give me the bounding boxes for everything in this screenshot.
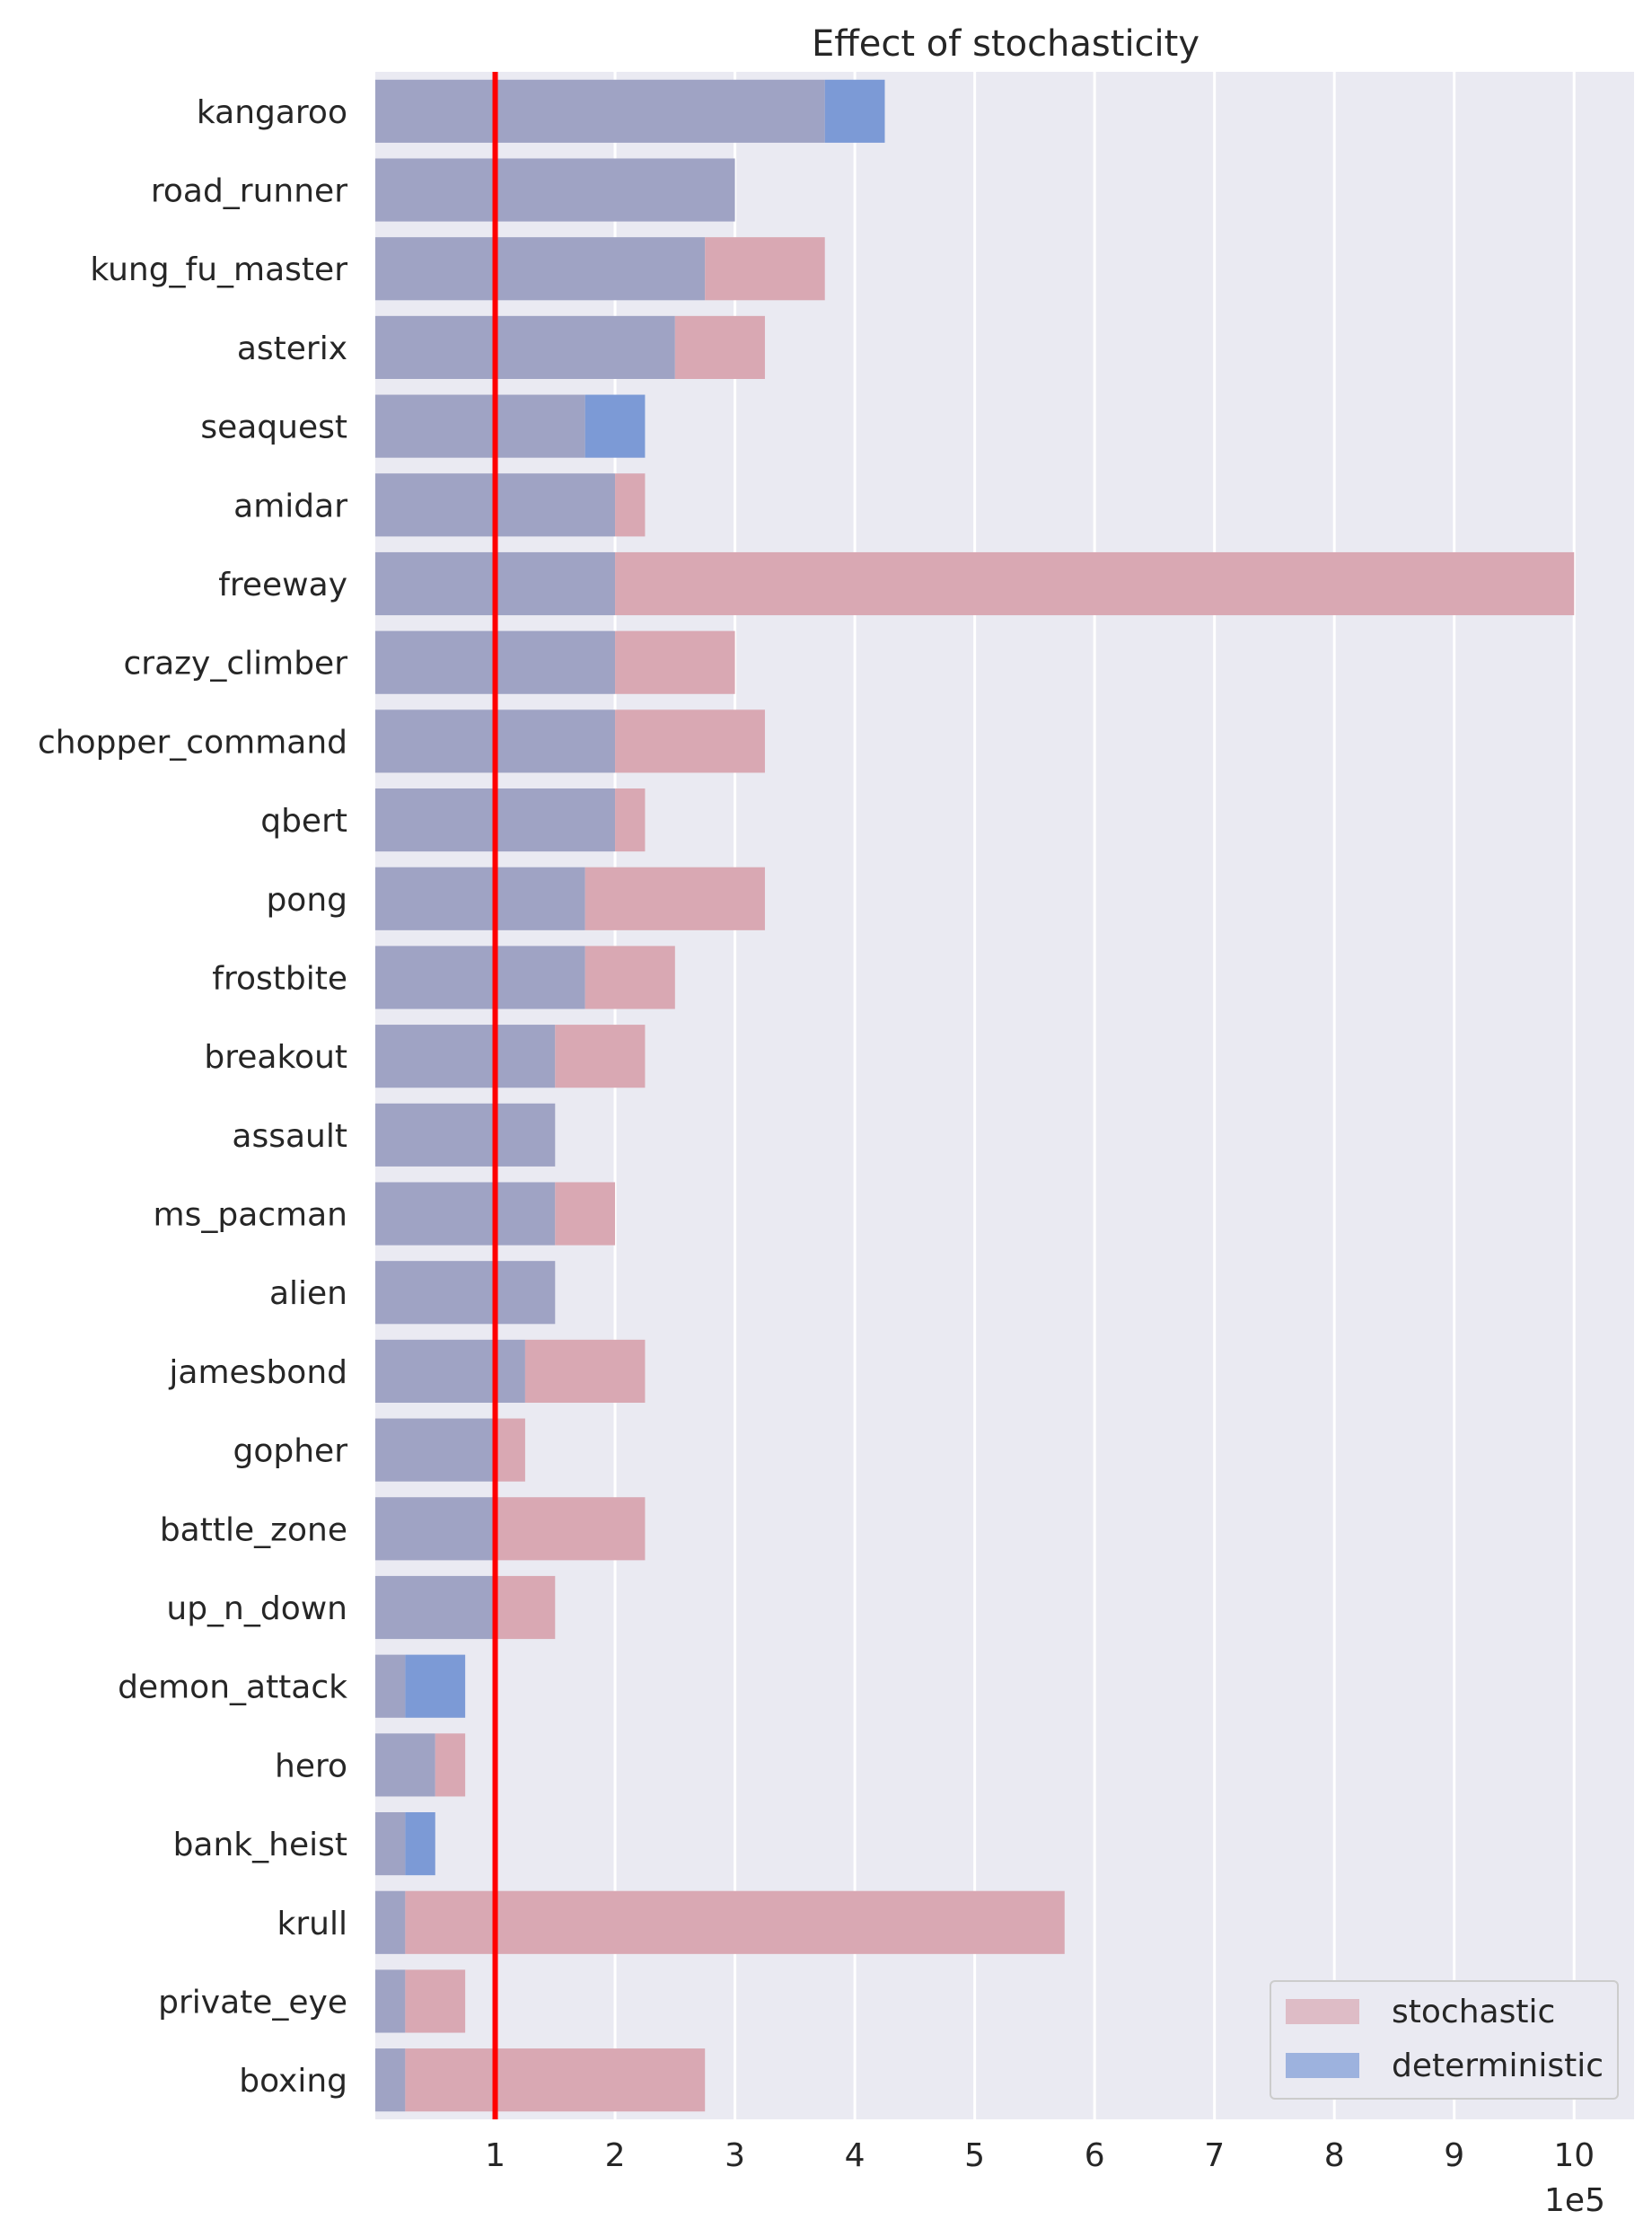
bar-overlap-krull bbox=[375, 1890, 406, 1954]
y-tick-label-breakout: breakout bbox=[204, 1039, 347, 1076]
bar-deterministic-seaquest bbox=[584, 394, 646, 458]
bar-stochastic-frostbite bbox=[584, 946, 675, 1009]
bar-stochastic-kung_fu_master bbox=[705, 237, 825, 301]
y-tick-label-krull: krull bbox=[277, 1906, 347, 1942]
y-tick-label-freeway: freeway bbox=[218, 567, 347, 603]
bar-overlap-ms_pacman bbox=[375, 1182, 556, 1246]
bar-stochastic-private_eye bbox=[405, 1969, 466, 2033]
bar-stochastic-qbert bbox=[615, 788, 646, 852]
bar-stochastic-boxing bbox=[405, 2048, 706, 2112]
bar-stochastic-pong bbox=[584, 867, 765, 930]
y-tick-label-gopher: gopher bbox=[233, 1433, 348, 1470]
bar-overlap-bank_heist bbox=[375, 1812, 406, 1876]
bar-overlap-battle_zone bbox=[375, 1497, 496, 1561]
bar-overlap-seaquest bbox=[375, 394, 585, 458]
x-tick-label-7: 7 bbox=[1204, 2137, 1225, 2174]
x-tick-label-9: 9 bbox=[1444, 2137, 1464, 2174]
legend-swatch-deterministic bbox=[1286, 2053, 1359, 2078]
bar-overlap-gopher bbox=[375, 1418, 496, 1482]
y-tick-label-private_eye: private_eye bbox=[158, 1984, 347, 2021]
x-tick-labels: 1 2 3 4 5 6 7 8 9 10 bbox=[485, 2137, 1595, 2174]
y-tick-label-qbert: qbert bbox=[260, 803, 347, 840]
legend-label-stochastic: stochastic bbox=[1392, 1994, 1555, 2030]
y-tick-label-alien: alien bbox=[269, 1275, 347, 1312]
y-tick-label-jamesbond: jamesbond bbox=[168, 1354, 347, 1391]
y-tick-label-battle_zone: battle_zone bbox=[160, 1511, 347, 1548]
x-tick-label-1: 1 bbox=[485, 2137, 505, 2174]
x-tick-label-5: 5 bbox=[964, 2137, 985, 2174]
x-offset-label: 1e5 bbox=[1544, 2182, 1605, 2219]
legend-swatch-stochastic bbox=[1286, 1999, 1359, 2024]
y-tick-label-bank_heist: bank_heist bbox=[173, 1827, 347, 1863]
y-tick-label-demon_attack: demon_attack bbox=[118, 1669, 347, 1706]
bar-overlap-up_n_down bbox=[375, 1575, 496, 1640]
bar-stochastic-jamesbond bbox=[524, 1339, 646, 1403]
x-tick-label-6: 6 bbox=[1085, 2137, 1105, 2174]
x-tick-label-2: 2 bbox=[605, 2137, 626, 2174]
y-tick-label-boxing: boxing bbox=[239, 2063, 347, 2100]
bar-stochastic-chopper_command bbox=[615, 709, 765, 773]
y-tick-label-chopper_command: chopper_command bbox=[38, 724, 347, 761]
bar-stochastic-hero bbox=[435, 1733, 466, 1797]
y-tick-label-kangaroo: kangaroo bbox=[197, 94, 347, 131]
bar-deterministic-demon_attack bbox=[405, 1654, 466, 1718]
y-tick-label-frostbite: frostbite bbox=[212, 960, 347, 997]
legend: stochastic deterministic bbox=[1270, 1980, 1619, 2100]
bar-stochastic-breakout bbox=[555, 1025, 646, 1088]
bar-overlap-private_eye bbox=[375, 1969, 406, 2033]
x-tick-label-10: 10 bbox=[1553, 2137, 1595, 2174]
bar-overlap-asterix bbox=[375, 315, 675, 379]
y-tick-label-crazy_climber: crazy_climber bbox=[123, 646, 347, 683]
bar-overlap-road_runner bbox=[375, 158, 735, 222]
bar-stochastic-battle_zone bbox=[495, 1497, 646, 1561]
y-tick-label-asterix: asterix bbox=[237, 330, 347, 367]
x-tick-label-4: 4 bbox=[845, 2137, 866, 2174]
bar-overlap-pong bbox=[375, 867, 585, 930]
bar-stochastic-ms_pacman bbox=[555, 1182, 616, 1246]
y-tick-labels: kangaroo road_runner kung_fu_masterasterix… bbox=[38, 94, 347, 2100]
x-tick-label-8: 8 bbox=[1324, 2137, 1345, 2174]
bar-overlap-breakout bbox=[375, 1025, 556, 1088]
bars bbox=[375, 79, 1575, 2112]
bar-overlap-frostbite bbox=[375, 946, 585, 1009]
y-tick-label-kung_fu_master: kung_fu_master bbox=[90, 251, 347, 288]
legend-label-deterministic: deterministic bbox=[1392, 2048, 1604, 2084]
bar-overlap-boxing bbox=[375, 2048, 406, 2112]
chart-title: Effect of stochasticity bbox=[812, 23, 1199, 65]
bar-overlap-kung_fu_master bbox=[375, 237, 706, 301]
y-tick-label-seaquest: seaquest bbox=[200, 410, 347, 446]
bar-overlap-kangaroo bbox=[375, 79, 825, 143]
bar-overlap-assault bbox=[375, 1103, 556, 1167]
bar-stochastic-gopher bbox=[495, 1418, 525, 1482]
bar-deterministic-kangaroo bbox=[824, 79, 885, 143]
y-tick-label-amidar: amidar bbox=[233, 488, 347, 524]
y-tick-label-hero: hero bbox=[275, 1748, 347, 1784]
bar-stochastic-asterix bbox=[674, 315, 765, 379]
bar-stochastic-up_n_down bbox=[495, 1575, 556, 1640]
grid-lines bbox=[494, 72, 1576, 2119]
bar-overlap-demon_attack bbox=[375, 1654, 406, 1718]
bar-overlap-hero bbox=[375, 1733, 435, 1797]
x-tick-label-3: 3 bbox=[725, 2137, 745, 2174]
bar-stochastic-crazy_climber bbox=[615, 630, 735, 694]
y-tick-label-assault: assault bbox=[232, 1118, 347, 1155]
bar-stochastic-freeway bbox=[615, 551, 1575, 616]
bar-overlap-jamesbond bbox=[375, 1339, 525, 1403]
y-tick-label-pong: pong bbox=[266, 882, 347, 919]
y-tick-label-ms_pacman: ms_pacman bbox=[154, 1197, 347, 1234]
y-tick-label-road_runner: road_runner bbox=[151, 173, 347, 210]
y-tick-label-up_n_down: up_n_down bbox=[166, 1590, 347, 1627]
bar-deterministic-bank_heist bbox=[405, 1812, 435, 1876]
bar-overlap-alien bbox=[375, 1261, 556, 1325]
bar-stochastic-krull bbox=[405, 1890, 1065, 1954]
bar-stochastic-amidar bbox=[615, 473, 646, 537]
